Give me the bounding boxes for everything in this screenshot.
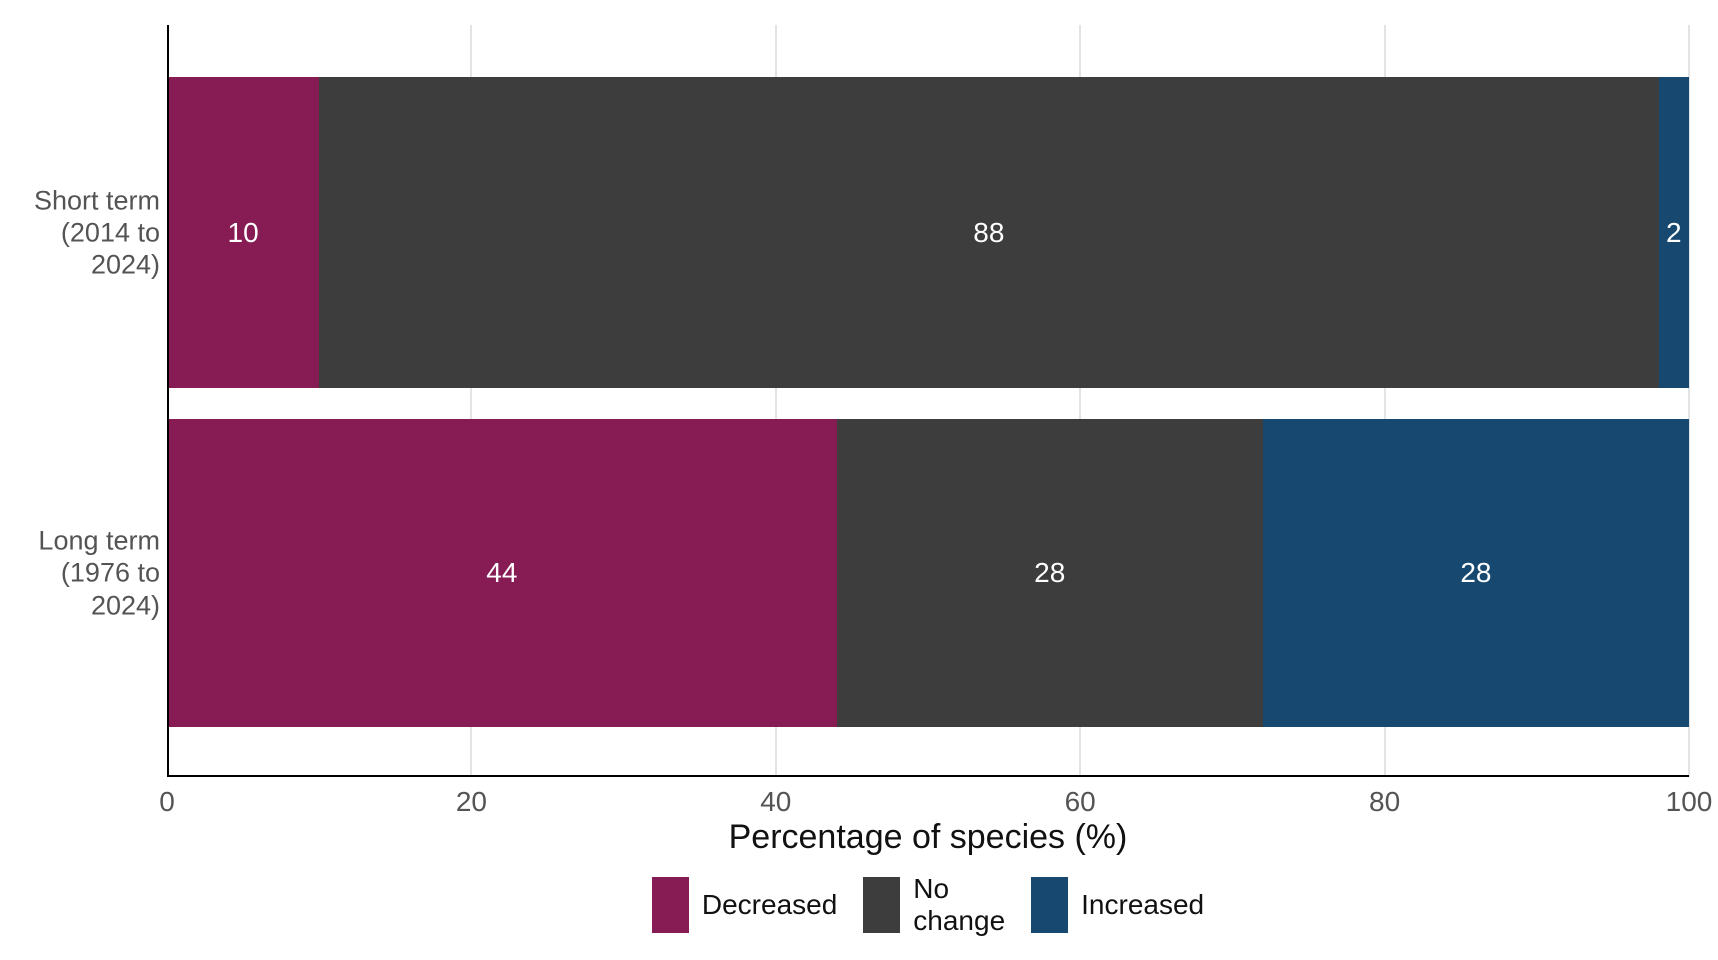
legend-item-no-change: No change xyxy=(863,873,1005,937)
bar-segment-increased: 2 xyxy=(1658,77,1689,388)
legend-label: Decreased xyxy=(701,888,838,920)
bar-value-label: 10 xyxy=(227,216,259,248)
bar-value-label: 28 xyxy=(1460,557,1492,588)
plot-area: 10 88 2 44 28 28 xyxy=(167,25,1690,777)
legend-swatch-icon xyxy=(1031,877,1069,933)
bar-segment-decreased: 44 xyxy=(167,419,837,727)
legend-item-increased: Increased xyxy=(1031,877,1204,933)
x-tick-label-80: 80 xyxy=(1369,786,1401,817)
bar-value-label: 2 xyxy=(1665,216,1682,248)
y-axis-label-1: Long term (1976 to 2024) xyxy=(38,525,160,621)
bar-segment-increased: 28 xyxy=(1262,419,1689,727)
bar-row-1: 44 28 28 xyxy=(167,419,1689,727)
x-tick-label-60: 60 xyxy=(1064,786,1096,817)
legend-swatch-icon xyxy=(651,877,689,933)
legend-label: No change xyxy=(913,872,1006,936)
bar-value-label: 88 xyxy=(973,216,1005,248)
x-tick-label-20: 20 xyxy=(455,786,487,817)
x-axis-title: Percentage of species (%) xyxy=(728,818,1128,856)
bar-segment-no-change: 28 xyxy=(836,419,1263,727)
y-axis-label-0: Short term (2014 to 2024) xyxy=(33,184,160,280)
bar-segment-no-change: 88 xyxy=(319,77,1659,388)
x-axis-tick-labels: 0 20 40 60 80 100 xyxy=(159,786,1712,822)
y-axis-line xyxy=(167,25,169,777)
x-tick-label-0: 0 xyxy=(159,786,175,817)
gridline-40 xyxy=(774,25,777,777)
x-tick-label-100: 100 xyxy=(1665,786,1713,817)
legend-label: Increased xyxy=(1081,888,1205,920)
gridline-20 xyxy=(470,25,473,777)
x-tick-label-40: 40 xyxy=(760,786,792,817)
legend-item-decreased: Decreased xyxy=(651,877,838,933)
gridline-100 xyxy=(1688,25,1690,777)
legend: Decreased No change Increased xyxy=(167,868,1689,942)
bar-value-label: 28 xyxy=(1034,557,1066,588)
gridline-80 xyxy=(1383,25,1386,777)
legend-swatch-icon xyxy=(863,877,901,933)
x-axis-line xyxy=(167,775,1689,777)
bar-row-0: 10 88 2 xyxy=(167,77,1689,388)
bar-segment-decreased: 10 xyxy=(167,77,320,388)
bar-value-label: 44 xyxy=(486,557,518,588)
gridline-60 xyxy=(1079,25,1082,777)
